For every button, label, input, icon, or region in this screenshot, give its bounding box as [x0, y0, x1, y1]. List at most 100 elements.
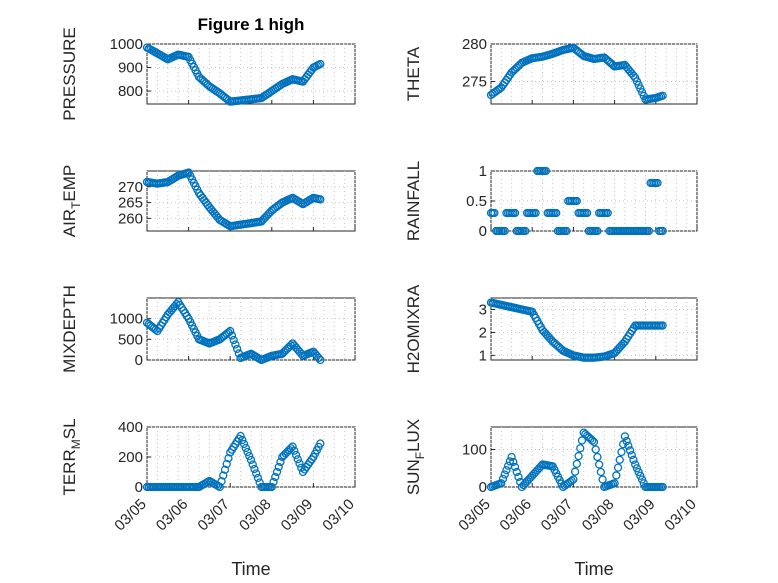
x-axis-label-left: Time	[231, 559, 270, 579]
data-point	[241, 443, 250, 453]
data-point	[232, 344, 242, 354]
y-tick-label: 0	[135, 479, 143, 496]
data-point	[541, 166, 551, 176]
data-point	[617, 447, 626, 457]
data-point	[658, 91, 667, 100]
data-point	[490, 208, 499, 218]
data-point	[231, 340, 240, 349]
data-point	[596, 467, 606, 477]
data-point	[572, 459, 581, 469]
subplot-6: 1 2 3 H2OMIXRA	[404, 284, 698, 373]
y-tick-label: 200	[118, 449, 143, 466]
data-point	[220, 465, 230, 474]
data-point	[593, 452, 602, 462]
data-point	[288, 442, 297, 451]
data-point	[512, 467, 521, 477]
data-point	[269, 477, 278, 487]
data-point	[644, 226, 654, 236]
data-point	[629, 455, 638, 464]
data-point	[286, 341, 296, 350]
data-point	[510, 208, 520, 218]
y-axis-label: RAINFALL	[404, 161, 423, 241]
subplot-8: 0 100 03/05 03/06 03/07 03/08 03/09 03/10 SUNFLU…	[404, 419, 700, 535]
data-point	[576, 444, 585, 453]
data-point	[248, 460, 257, 469]
data-point	[574, 451, 583, 461]
y-tick-label: 270	[118, 179, 143, 196]
data-point	[620, 432, 630, 441]
y-tick-label: 1	[479, 163, 487, 180]
data-point	[316, 195, 325, 204]
x-tick-label: 03/09	[620, 496, 659, 535]
x-tick-label: 03/08	[579, 496, 618, 535]
data-point	[613, 463, 623, 472]
y-axis-label: SUNFLUX	[404, 419, 427, 495]
data-point	[219, 471, 228, 480]
y-tick-label: 100	[462, 442, 487, 459]
data-point	[636, 471, 645, 480]
data-point	[572, 196, 581, 206]
x-tick-label: 03/08	[236, 496, 275, 535]
x-tick-label: 03/10	[319, 496, 358, 535]
y-tick-label: 400	[118, 419, 143, 436]
subplot-2: 275 280 THETA	[404, 36, 698, 105]
y-tick-label: 0.5	[466, 193, 487, 210]
data-point	[291, 450, 301, 460]
data-point	[631, 460, 640, 469]
y-tick-label: 280	[462, 36, 487, 53]
data-point	[658, 482, 667, 492]
data-point	[267, 482, 276, 492]
y-axis-label: MIXDEPTH	[60, 285, 79, 373]
data-point	[622, 436, 631, 446]
data-point	[238, 435, 247, 445]
axes-box	[490, 43, 698, 105]
data-point	[658, 321, 667, 330]
data-point	[569, 475, 578, 484]
y-tick-label: 0	[479, 479, 487, 496]
data-point	[316, 355, 325, 365]
data-point	[239, 439, 249, 449]
y-tick-label: 275	[462, 74, 487, 91]
data-point	[603, 208, 612, 218]
data-point	[582, 208, 592, 218]
x-axis-label-right: Time	[574, 559, 613, 579]
y-tick-label: 3	[479, 301, 487, 318]
data-point	[624, 441, 633, 450]
data-point	[634, 467, 643, 477]
subplot-7: 0 200 400 03/05 03/06 03/07 03/08 03/09 03/10 TER…	[60, 418, 358, 534]
y-axis-label: H2OMIXRA	[404, 284, 423, 373]
data-point	[500, 470, 509, 479]
data-point	[290, 446, 299, 455]
data-point	[246, 455, 256, 465]
data-point	[625, 446, 635, 455]
subplot-4: 0 0.5 1 RAINFALL	[404, 161, 698, 241]
y-tick-label: 0	[135, 352, 143, 369]
data-point	[637, 475, 647, 484]
y-tick-label: 1	[479, 347, 487, 364]
subplot-1: 800 900 1000 PRESSURE	[60, 27, 356, 121]
data-point	[227, 331, 237, 340]
y-tick-label: 1000	[110, 36, 143, 53]
data-point	[595, 460, 604, 469]
data-point	[653, 178, 662, 188]
x-tick-label: 03/06	[496, 496, 535, 535]
data-point	[295, 459, 304, 468]
y-tick-label: 500	[118, 331, 143, 348]
data-point	[591, 445, 600, 454]
x-tick-label: 03/07	[538, 496, 577, 535]
data-point	[615, 455, 624, 464]
y-axis-label: THETA	[404, 46, 423, 101]
y-tick-label: 260	[118, 210, 143, 227]
data-point	[514, 472, 523, 482]
data-point	[274, 462, 283, 472]
y-tick-label: 1000	[110, 311, 143, 328]
axes-box	[490, 170, 698, 232]
data-point	[570, 467, 580, 476]
data-point	[567, 476, 576, 485]
y-tick-label: 800	[118, 83, 143, 100]
data-point	[229, 335, 238, 345]
data-point	[224, 454, 233, 463]
data-point	[632, 464, 642, 473]
data-point	[521, 226, 530, 236]
data-point	[509, 457, 518, 467]
